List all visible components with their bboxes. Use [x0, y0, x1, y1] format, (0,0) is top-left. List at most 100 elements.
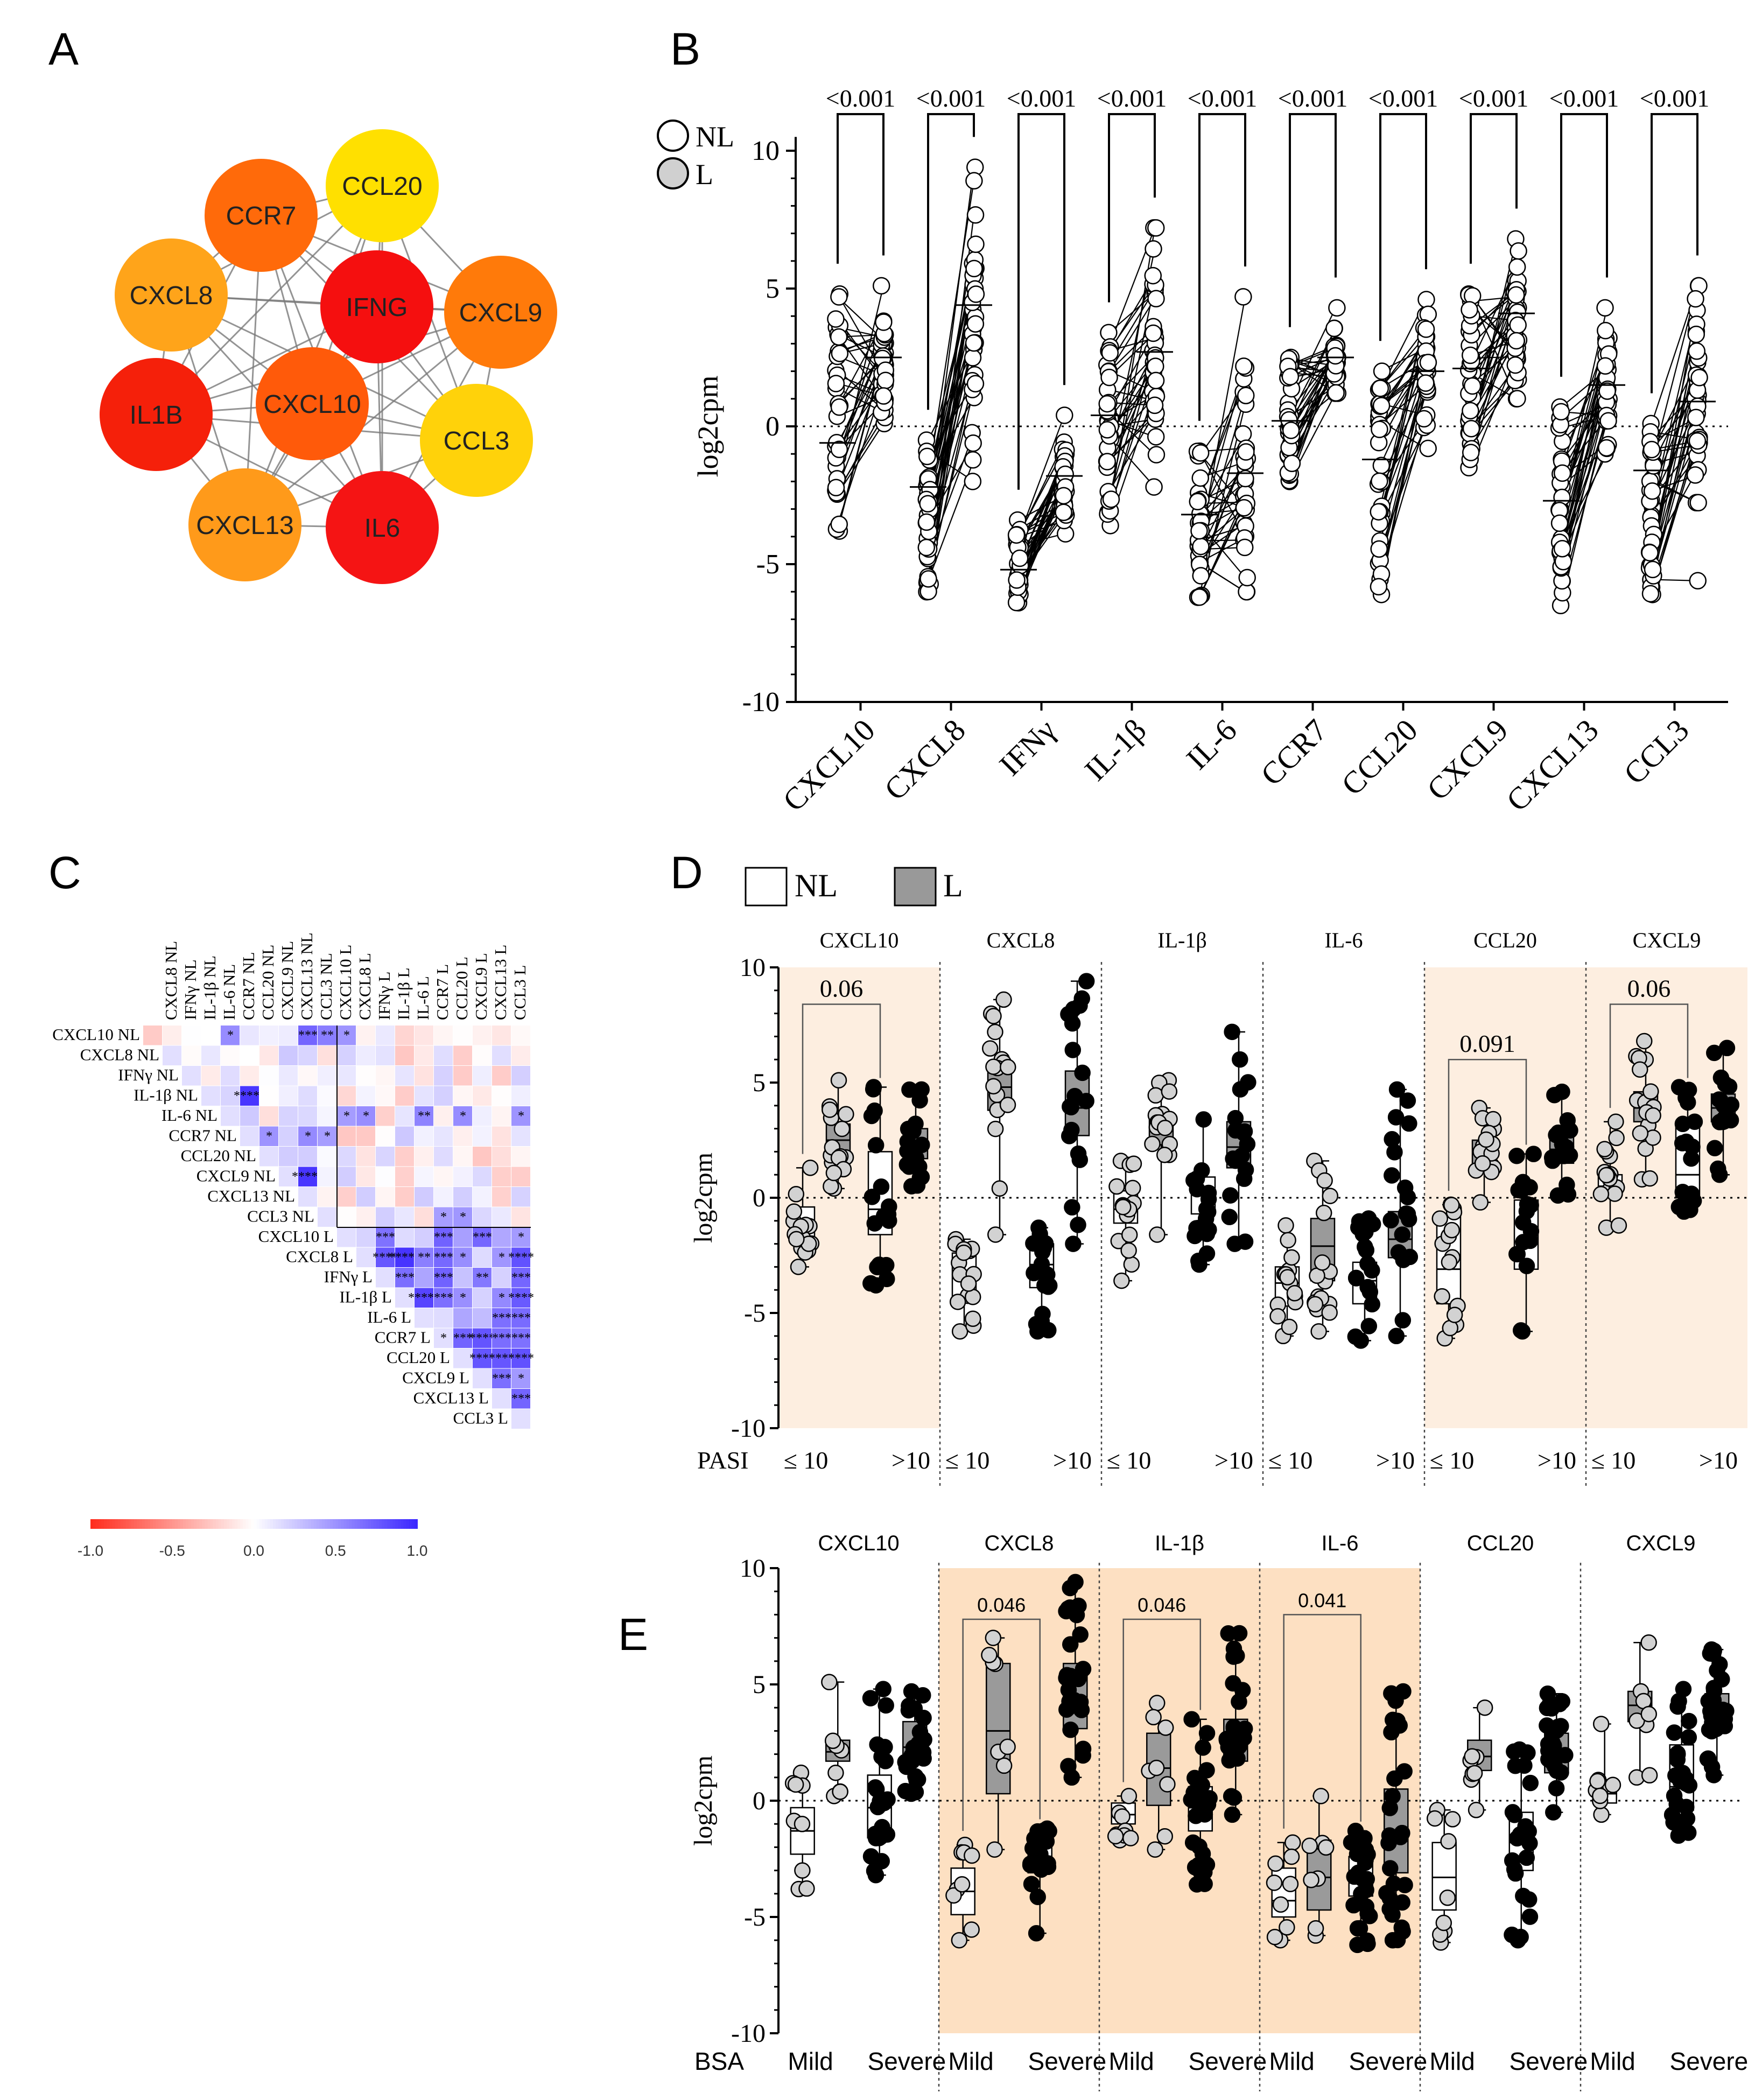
legend-box-nl — [745, 867, 788, 907]
heatmap-cell — [279, 1147, 298, 1167]
heatmap-cell — [492, 1167, 511, 1186]
significance-bracket — [1017, 113, 1065, 490]
significance-stars: **** — [508, 1251, 534, 1265]
data-point — [1198, 1762, 1215, 1779]
data-point — [830, 1072, 847, 1088]
data-point — [863, 1107, 880, 1125]
data-point — [1592, 1185, 1610, 1203]
heatmap-cell — [318, 1066, 336, 1086]
heatmap-cell — [473, 1268, 492, 1288]
data-point-nl — [1370, 578, 1388, 596]
significance-bracket — [1609, 1003, 1689, 1108]
heatmap-cell — [337, 1227, 356, 1247]
colorbar-segment — [112, 1519, 116, 1529]
heatmap-cell — [376, 1187, 395, 1207]
colorbar-segment — [199, 1519, 203, 1529]
significance-stars: * — [460, 1291, 466, 1305]
colorbar-segment — [275, 1519, 279, 1529]
heatmap-row-label: CXCL13 L — [413, 1388, 489, 1407]
data-point — [1070, 1670, 1087, 1688]
heatmap-cell — [473, 1207, 492, 1227]
data-point — [1356, 1830, 1373, 1846]
significance-stars: **** — [469, 1352, 495, 1366]
colorbar-segment — [292, 1519, 296, 1529]
subgroup-label: Mild — [948, 2047, 993, 2075]
data-point — [964, 1847, 980, 1864]
heatmap-cell — [337, 1207, 356, 1227]
data-point-nl — [1553, 464, 1571, 482]
data-point — [1394, 1922, 1411, 1939]
panel-label-e: E — [618, 1609, 648, 1660]
gene-title: IL-6 — [1322, 1532, 1359, 1555]
data-point — [1348, 1270, 1365, 1287]
significance-stars: *** — [492, 1372, 511, 1386]
data-point-l — [1326, 347, 1344, 365]
heatmap-cell — [356, 1247, 375, 1267]
data-point — [1712, 1069, 1730, 1086]
heatmap-cell — [376, 1147, 395, 1167]
data-point — [1474, 1155, 1491, 1172]
p-value-label: <0.001 — [916, 85, 986, 112]
data-point — [1680, 1081, 1697, 1098]
heatmap-cell — [395, 1187, 414, 1207]
data-point — [1508, 1830, 1526, 1847]
data-point — [1705, 1682, 1723, 1699]
data-point — [1225, 1648, 1242, 1665]
data-point — [1279, 1269, 1296, 1286]
heatmap-column-label: CXCL8 NL — [162, 941, 180, 1020]
data-point — [1223, 1788, 1240, 1805]
significance-stars: *** — [511, 1392, 531, 1406]
colorbar-segment — [166, 1519, 170, 1529]
significance-bracket — [1470, 113, 1518, 264]
heatmap-cell — [376, 1045, 395, 1065]
heatmap-cell — [376, 1227, 395, 1247]
heatmap-cell — [415, 1227, 433, 1247]
data-point-l — [1325, 319, 1343, 338]
heatmap-row-label: CCL20 NL — [181, 1146, 256, 1165]
y-tick-label: 0 — [753, 1787, 766, 1815]
colorbar-segment — [172, 1519, 176, 1529]
colorbar-segment — [101, 1519, 105, 1529]
significance-stars: * — [305, 1129, 311, 1143]
heatmap-cell — [511, 1349, 530, 1368]
data-point — [1041, 1823, 1057, 1839]
heatmap-cell — [415, 1147, 433, 1167]
subgroup-label: ≤ 10 — [945, 1446, 990, 1474]
heatmap-cell — [240, 1026, 259, 1045]
data-point — [1315, 1204, 1332, 1221]
p-value-label: 0.091 — [1459, 1030, 1515, 1057]
significance-stars: **** — [508, 1352, 534, 1366]
heatmap-cell — [473, 1167, 492, 1186]
heatmap-cell — [395, 1066, 414, 1086]
data-point-l — [966, 375, 985, 393]
p-value-label: <0.001 — [1368, 85, 1438, 112]
colorbar-segment — [390, 1519, 394, 1529]
heatmap-cell — [201, 1045, 220, 1065]
data-point — [873, 1853, 890, 1870]
heatmap-cell — [298, 1167, 317, 1186]
heatmap-row-label: IFNγ L — [324, 1267, 373, 1286]
heatmap-cell — [318, 1167, 336, 1186]
data-point-l — [965, 172, 983, 190]
colorbar-segment — [191, 1519, 195, 1529]
heatmap-cell — [434, 1167, 453, 1186]
data-point-nl — [1010, 549, 1029, 567]
data-point — [865, 1081, 882, 1098]
data-point-l — [1688, 432, 1707, 450]
heatmap-cell — [337, 1126, 356, 1146]
colorbar-segment — [223, 1519, 227, 1529]
p-value-label: <0.001 — [1007, 85, 1076, 112]
heatmap-column-label: CXCL10 L — [336, 945, 355, 1020]
data-point — [1443, 1197, 1460, 1213]
heatmap-cell — [298, 1106, 317, 1126]
data-point — [1149, 1226, 1166, 1243]
subgroup-label: >10 — [1376, 1446, 1415, 1474]
colorbar-segment — [387, 1519, 391, 1529]
colorbar-segment — [115, 1519, 118, 1529]
data-point — [1632, 1125, 1649, 1142]
data-point — [1062, 1636, 1079, 1653]
data-point-l — [1327, 384, 1345, 402]
colorbar-segment — [99, 1519, 102, 1529]
colorbar-segment — [107, 1519, 110, 1529]
p-value-label: 0.041 — [1298, 1589, 1346, 1611]
